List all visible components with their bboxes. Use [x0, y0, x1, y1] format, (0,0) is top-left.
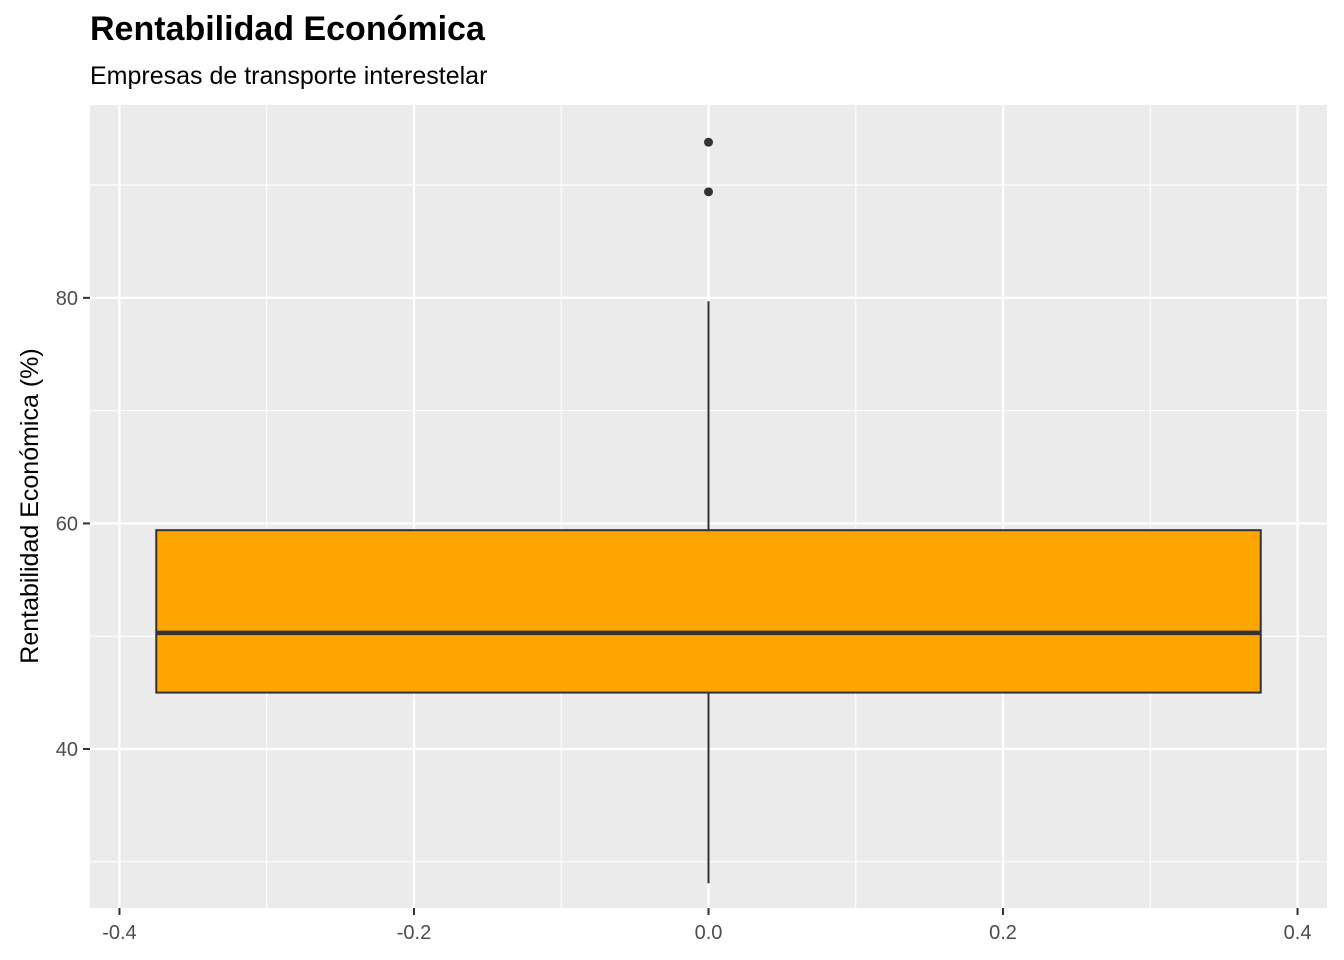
x-axis: -0.4 -0.2 0.0 0.2 0.4: [102, 908, 1311, 944]
boxplot: [155, 137, 1262, 884]
x-tick-label: 0.0: [695, 922, 723, 944]
y-axis-label: Rentabilidad Económica (%): [16, 348, 44, 663]
outlier-point: [704, 187, 713, 197]
chart-title: Rentabilidad Económica: [90, 10, 485, 48]
x-tick-label: -0.2: [397, 922, 431, 944]
iqr-box: [155, 529, 1262, 694]
x-tick-label: 0.2: [989, 922, 1017, 944]
outlier-point: [704, 137, 713, 147]
x-tick-label: 0.4: [1284, 922, 1312, 944]
y-tick-label: 40: [56, 739, 78, 761]
y-tick-label: 80: [56, 288, 78, 310]
y-tick-label: 60: [56, 513, 78, 535]
y-axis: 40 60 80: [56, 288, 90, 761]
x-tick-label: -0.4: [102, 922, 136, 944]
chart-subtitle: Empresas de transporte interestelar: [90, 62, 488, 90]
grid-major: [90, 105, 1327, 908]
